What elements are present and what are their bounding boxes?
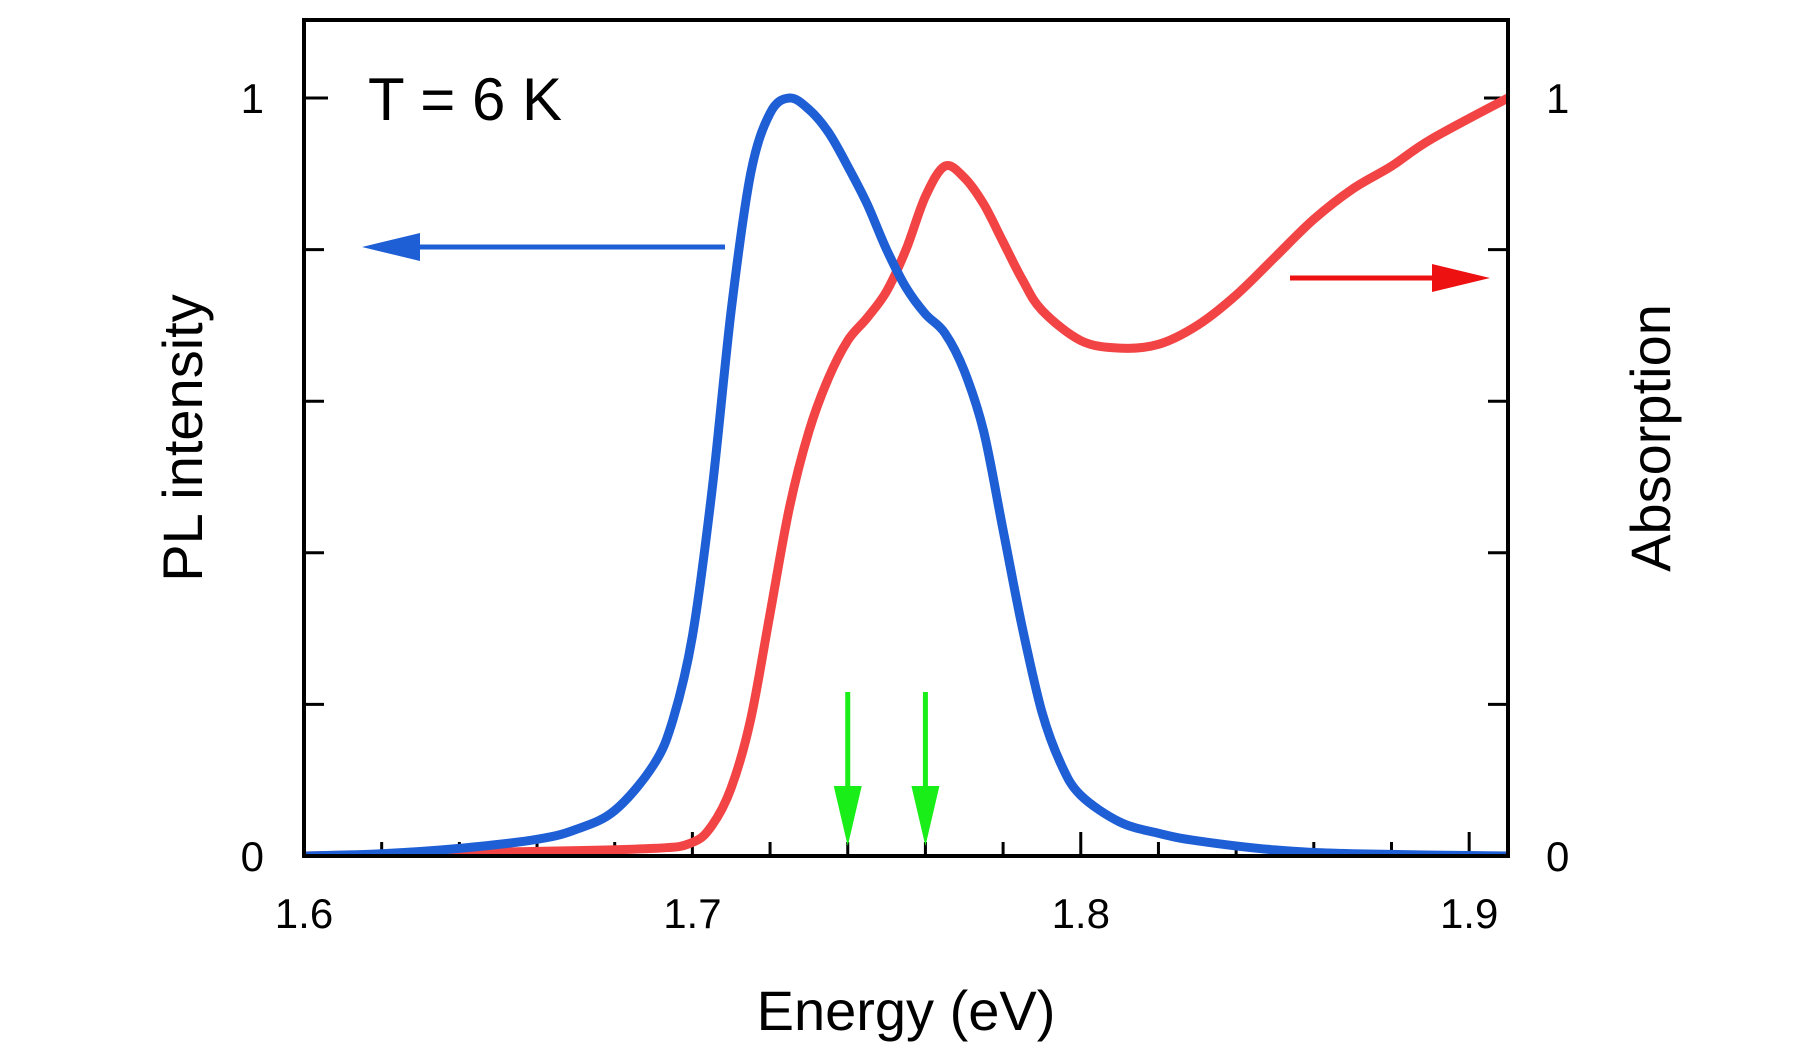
x-axis-title: Energy (eV) (757, 979, 1056, 1042)
energy-marker-arrowhead (833, 786, 862, 846)
plot-frame (302, 18, 1510, 858)
series-group (304, 93, 1508, 856)
marker-arrows (833, 692, 940, 846)
x-tick-label: 1.8 (1052, 890, 1110, 937)
left-y-tick-label: 0 (241, 833, 264, 880)
x-tick-label: 1.6 (275, 890, 333, 937)
energy-marker-arrowhead (911, 786, 940, 846)
temperature-annotation: T = 6 K (368, 66, 562, 133)
pl-intensity-curve (304, 93, 1508, 856)
x-tick-label: 1.9 (1440, 890, 1498, 937)
tick-labels: 1.6 1.7 1.8 1.9 0 1 0 1 (241, 75, 1570, 937)
right-y-axis-title: Absorption (1619, 304, 1682, 572)
pl-axis-arrow (362, 233, 725, 261)
x-tick-label: 1.7 (663, 890, 721, 937)
pl-arrow-head (362, 233, 420, 261)
right-y-tick-label: 1 (1546, 75, 1569, 122)
absorption-curve (304, 93, 1508, 856)
left-y-axis-title: PL intensity (151, 294, 214, 581)
absorption-arrow-head (1432, 264, 1490, 292)
left-y-tick-label: 1 (241, 75, 264, 122)
right-y-tick-label: 0 (1546, 833, 1569, 880)
absorption-axis-arrow (1290, 264, 1490, 292)
